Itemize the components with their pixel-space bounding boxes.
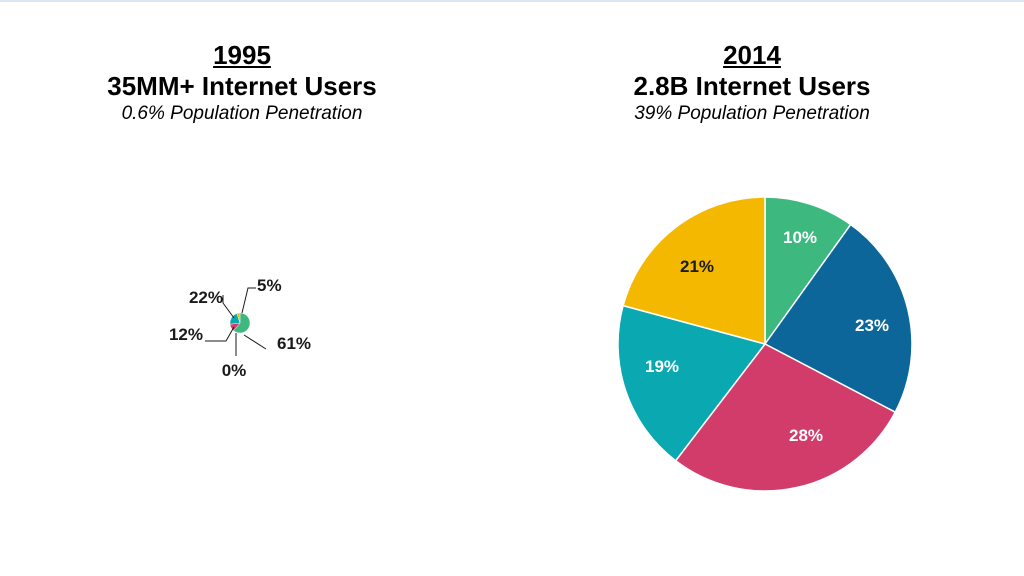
pie-2014: 10% 23% 28% 19% 21% xyxy=(617,196,913,492)
pie-slice-2014-4 xyxy=(622,196,766,345)
pie-slice-1995-4 xyxy=(236,312,241,324)
subtitle: 39% Population Penetration xyxy=(634,103,870,124)
pie-slice-2014-1 xyxy=(763,223,913,414)
pie-1995: 61% 0% 12% 22% 5% xyxy=(169,276,311,380)
subtitle: 0.6% Population Penetration xyxy=(121,103,363,124)
callout-line-1995-3 xyxy=(222,295,235,319)
slice-label-1995-4: 5% xyxy=(257,276,282,295)
slice-label-1995-1: 0% xyxy=(222,361,247,380)
slice-label-2014-4: 21% xyxy=(680,257,714,276)
pie-slice-2014-2 xyxy=(674,343,897,492)
panel-title-2014: 2014 2.8B Internet Users 39% Population … xyxy=(572,40,932,126)
year-label: 2014 xyxy=(723,40,781,70)
panel-title-1995: 1995 35MM+ Internet Users 0.6% Populatio… xyxy=(62,40,422,126)
slice-label-1995-3: 22% xyxy=(189,288,223,307)
year-label: 1995 xyxy=(213,40,271,70)
callout-line-1995-2 xyxy=(205,326,235,342)
pie-slice-2014-3 xyxy=(617,304,767,462)
callout-line-1995-0 xyxy=(243,334,267,350)
slice-label-1995-2: 12% xyxy=(169,325,203,344)
callout-line-1995-4 xyxy=(241,287,256,314)
pie-slice-1995-0 xyxy=(233,312,251,334)
headline: 2.8B Internet Users xyxy=(633,71,871,101)
slice-label-2014-3: 19% xyxy=(645,357,679,376)
slice-label-2014-1: 23% xyxy=(855,316,889,335)
top-rule xyxy=(0,0,1024,2)
pie-slice-2014-0 xyxy=(764,196,852,347)
slice-label-1995-0: 61% xyxy=(277,334,311,353)
slice-label-2014-2: 28% xyxy=(789,426,823,445)
headline: 35MM+ Internet Users xyxy=(107,71,377,101)
slice-label-2014-0: 10% xyxy=(783,228,817,247)
